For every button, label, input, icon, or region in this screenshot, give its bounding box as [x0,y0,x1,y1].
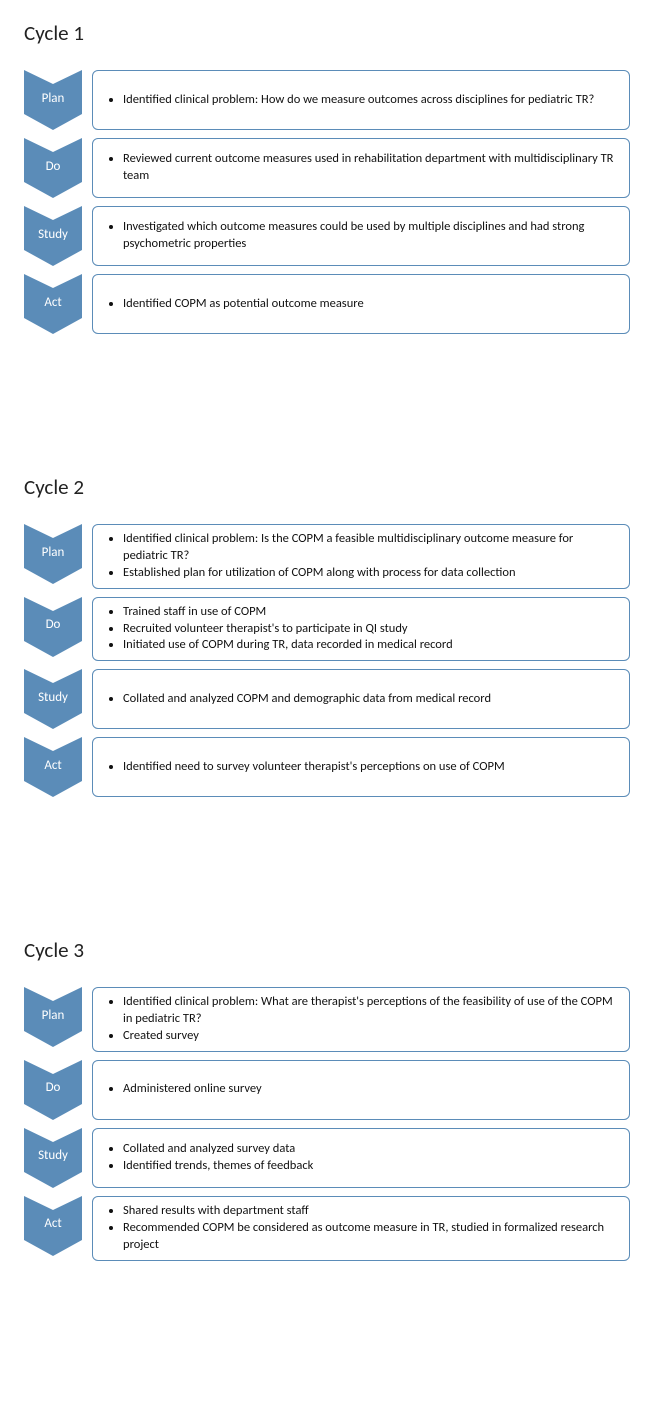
chevron-icon: Plan [24,987,82,1047]
cycle-title: Cycle 2 [24,474,630,500]
step-bullet: Created survey [123,1028,619,1045]
chevron-icon: Study [24,206,82,266]
step-bullet: Recommended COPM be considered as outcom… [123,1220,619,1254]
chevron-icon: Plan [24,70,82,130]
step-content-box: Investigated which outcome measures coul… [92,206,630,266]
step-content-box: Identified clinical problem: Is the COPM… [92,524,630,589]
step-content-box: Identified need to survey volunteer ther… [92,737,630,797]
step-label: Do [46,617,61,632]
cycle-title: Cycle 1 [24,20,630,46]
step-label: Study [38,227,68,242]
pdsa-step-row: Plan Identified clinical problem: Is the … [24,524,630,589]
pdsa-step-row: Act Shared results with department staffR… [24,1196,630,1261]
step-bullet-list: Identified need to survey volunteer ther… [107,759,619,776]
step-bullet-list: Identified clinical problem: How do we m… [107,92,619,109]
chevron-icon: Study [24,1128,82,1188]
step-content-box: Identified clinical problem: How do we m… [92,70,630,130]
pdsa-step-row: Act Identified need to survey volunteer t… [24,737,630,797]
pdsa-step-row: Do Reviewed current outcome measures used… [24,138,630,198]
step-bullet: Identified clinical problem: Is the COPM… [123,531,619,565]
step-label: Act [44,758,61,773]
step-label: Plan [42,1008,65,1023]
step-bullet: Administered online survey [123,1081,619,1098]
step-bullet-list: Administered online survey [107,1081,619,1098]
step-bullet: Shared results with department staff [123,1203,619,1220]
pdsa-step-row: Study Investigated which outcome measures… [24,206,630,266]
step-bullet-list: Collated and analyzed survey dataIdentif… [107,1141,619,1175]
cycle: Cycle 2 Plan Identified clinical problem:… [24,474,630,797]
step-bullet: Identified need to survey volunteer ther… [123,759,619,776]
step-bullet-list: Trained staff in use of COPMRecruited vo… [107,604,619,655]
cycle: Cycle 1 Plan Identified clinical problem:… [24,20,630,334]
chevron-icon: Act [24,737,82,797]
step-label: Act [44,295,61,310]
chevron-icon: Act [24,1196,82,1256]
step-bullet: Established plan for utilization of COPM… [123,565,619,582]
cycle: Cycle 3 Plan Identified clinical problem:… [24,937,630,1260]
chevron-icon: Study [24,669,82,729]
pdsa-step-row: Plan Identified clinical problem: How do … [24,70,630,130]
step-bullet: Collated and analyzed survey data [123,1141,619,1158]
step-content-box: Reviewed current outcome measures used i… [92,138,630,198]
step-bullet: Trained staff in use of COPM [123,604,619,621]
pdsa-step-row: Plan Identified clinical problem: What ar… [24,987,630,1052]
chevron-icon: Act [24,274,82,334]
step-bullet-list: Identified clinical problem: Is the COPM… [107,531,619,582]
pdsa-step-row: Do Trained staff in use of COPMRecruited … [24,597,630,662]
chevron-icon: Do [24,138,82,198]
chevron-icon: Do [24,1060,82,1120]
step-label: Plan [42,91,65,106]
step-bullet: Identified clinical problem: How do we m… [123,92,619,109]
step-bullet: Investigated which outcome measures coul… [123,219,619,253]
chevron-icon: Plan [24,524,82,584]
step-bullet: Identified clinical problem: What are th… [123,994,619,1028]
step-label: Plan [42,545,65,560]
step-content-box: Trained staff in use of COPMRecruited vo… [92,597,630,662]
step-bullet: Collated and analyzed COPM and demograph… [123,691,619,708]
step-bullet-list: Identified COPM as potential outcome mea… [107,296,619,313]
step-bullet-list: Shared results with department staffReco… [107,1203,619,1254]
step-label: Study [38,1148,68,1163]
pdsa-step-row: Do Administered online survey [24,1060,630,1120]
step-bullet-list: Identified clinical problem: What are th… [107,994,619,1045]
step-bullet-list: Collated and analyzed COPM and demograph… [107,691,619,708]
pdsa-step-row: Study Collated and analyzed COPM and demo… [24,669,630,729]
step-label: Study [38,690,68,705]
step-bullet: Recruited volunteer therapist's to parti… [123,621,619,638]
step-bullet: Initiated use of COPM during TR, data re… [123,637,619,654]
step-content-box: Administered online survey [92,1060,630,1120]
pdsa-step-row: Act Identified COPM as potential outcome … [24,274,630,334]
step-label: Do [46,159,61,174]
step-content-box: Collated and analyzed COPM and demograph… [92,669,630,729]
step-bullet: Identified COPM as potential outcome mea… [123,296,619,313]
step-bullet: Reviewed current outcome measures used i… [123,151,619,185]
step-content-box: Identified clinical problem: What are th… [92,987,630,1052]
step-label: Do [46,1080,61,1095]
cycle-title: Cycle 3 [24,937,630,963]
step-bullet: Identified trends, themes of feedback [123,1158,619,1175]
chevron-icon: Do [24,597,82,657]
step-content-box: Collated and analyzed survey dataIdentif… [92,1128,630,1188]
step-label: Act [44,1216,61,1231]
step-bullet-list: Investigated which outcome measures coul… [107,219,619,253]
step-bullet-list: Reviewed current outcome measures used i… [107,151,619,185]
step-content-box: Shared results with department staffReco… [92,1196,630,1261]
pdsa-step-row: Study Collated and analyzed survey dataId… [24,1128,630,1188]
step-content-box: Identified COPM as potential outcome mea… [92,274,630,334]
